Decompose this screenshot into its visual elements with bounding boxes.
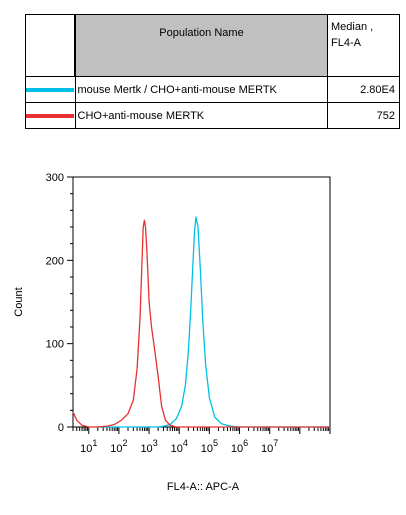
legend-row-value: 752 bbox=[327, 102, 400, 129]
legend-swatch-red bbox=[26, 113, 74, 118]
x-tick-label-exponent: 7 bbox=[273, 438, 278, 448]
legend-row: mouse Mertk / CHO+anti-mouse MERTK 2.80E… bbox=[25, 76, 400, 103]
y-axis: 0 100 200 300 bbox=[46, 172, 73, 434]
x-tick-label-base: 10 bbox=[140, 443, 152, 455]
legend-swatch-cyan bbox=[26, 87, 74, 92]
legend-header-name: Population Name bbox=[74, 14, 328, 77]
x-tick-label-base: 10 bbox=[110, 443, 122, 455]
x-tick-label-exponent: 4 bbox=[183, 438, 188, 448]
x-tick-label-exponent: 6 bbox=[243, 438, 248, 448]
legend-header-value-line1: Median , bbox=[331, 21, 374, 33]
x-tick-label: 102 bbox=[110, 438, 127, 455]
x-tick-label-exponent: 1 bbox=[92, 438, 97, 448]
x-tick-label-base: 10 bbox=[261, 443, 273, 455]
x-tick-label: 105 bbox=[201, 438, 218, 455]
x-tick-label-exponent: 3 bbox=[153, 438, 158, 448]
legend-header-blank bbox=[25, 14, 76, 77]
x-tick-label-base: 10 bbox=[80, 443, 92, 455]
y-tick-label: 0 bbox=[58, 422, 64, 434]
legend-header-row: Population Name Median , FL4-A bbox=[25, 14, 400, 77]
legend-header-value-line2: FL4-A bbox=[331, 37, 361, 49]
legend-row-name: CHO+anti-mouse MERTK bbox=[77, 109, 205, 122]
x-tick-label: 103 bbox=[140, 438, 157, 455]
x-axis: 101 102 103 104 105 106 107 bbox=[72, 427, 331, 455]
x-tick-label-base: 10 bbox=[231, 443, 243, 455]
y-tick-label: 100 bbox=[46, 339, 64, 351]
x-tick-label-exponent: 2 bbox=[123, 438, 128, 448]
legend-row-name: mouse Mertk / CHO+anti-mouse MERTK bbox=[77, 83, 277, 96]
legend-row-value: 2.80E4 bbox=[327, 76, 400, 103]
y-axis-label: Count bbox=[13, 287, 25, 316]
legend-swatch-cell bbox=[25, 102, 76, 129]
series-line-control bbox=[72, 219, 330, 428]
legend-row: CHO+anti-mouse MERTK 752 bbox=[25, 102, 400, 129]
x-tick-label: 106 bbox=[231, 438, 248, 455]
x-tick-label-exponent: 5 bbox=[213, 438, 218, 448]
x-axis-label: FL4-A:: APC-A bbox=[167, 481, 240, 493]
legend-row-name-cell: mouse Mertk / CHO+anti-mouse MERTK bbox=[74, 76, 328, 103]
legend-header-value: Median , FL4-A bbox=[327, 14, 400, 77]
x-tick-label-base: 10 bbox=[201, 443, 213, 455]
legend-row-name-cell: CHO+anti-mouse MERTK bbox=[74, 102, 328, 129]
y-tick-label: 300 bbox=[46, 172, 64, 184]
series-layer bbox=[72, 216, 330, 428]
y-tick-label: 200 bbox=[46, 255, 64, 267]
x-tick-label: 101 bbox=[80, 438, 97, 455]
x-tick-label-base: 10 bbox=[171, 443, 183, 455]
legend-swatch-cell bbox=[25, 76, 76, 103]
series-line-mertk bbox=[97, 216, 330, 428]
x-tick-label: 104 bbox=[171, 438, 188, 455]
x-tick-label: 107 bbox=[261, 438, 278, 455]
legend-table: Population Name Median , FL4-A mouse Mert… bbox=[25, 14, 400, 129]
